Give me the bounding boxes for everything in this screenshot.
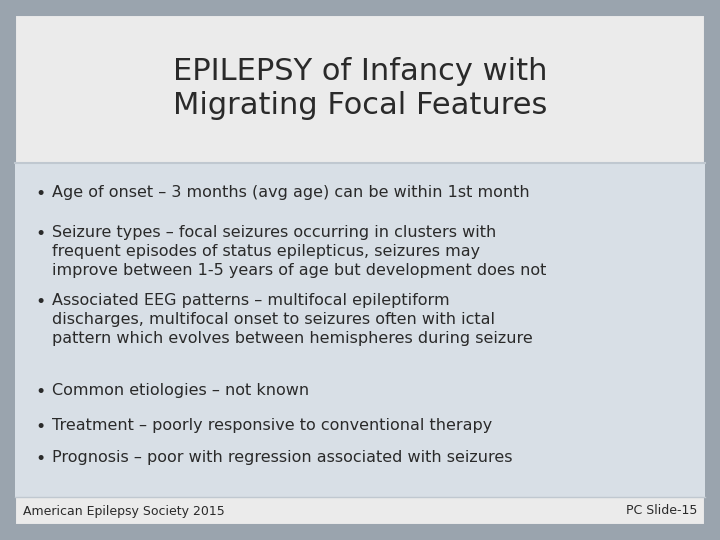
Text: PC Slide-15: PC Slide-15 (626, 504, 697, 517)
Bar (15, 163, 705, 497)
Text: Prognosis – poor with regression associated with seizures: Prognosis – poor with regression associa… (52, 450, 513, 465)
Text: Age of onset – 3 months (avg age) can be within 1st month: Age of onset – 3 months (avg age) can be… (52, 185, 530, 200)
Text: Associated EEG patterns – multifocal epileptiform
discharges, multifocal onset t: Associated EEG patterns – multifocal epi… (52, 293, 533, 346)
Text: Seizure types – focal seizures occurring in clusters with
frequent episodes of s: Seizure types – focal seizures occurring… (52, 225, 546, 279)
Text: •: • (35, 225, 45, 243)
Text: Treatment – poorly responsive to conventional therapy: Treatment – poorly responsive to convent… (52, 418, 492, 433)
Text: •: • (35, 185, 45, 203)
Text: •: • (35, 383, 45, 401)
Text: Common etiologies – not known: Common etiologies – not known (52, 383, 309, 398)
Text: •: • (35, 450, 45, 468)
Text: •: • (35, 418, 45, 436)
Text: Migrating Focal Features: Migrating Focal Features (173, 91, 547, 120)
Text: American Epilepsy Society 2015: American Epilepsy Society 2015 (23, 504, 225, 517)
Text: •: • (35, 293, 45, 311)
Text: EPILEPSY of Infancy with: EPILEPSY of Infancy with (173, 57, 547, 86)
